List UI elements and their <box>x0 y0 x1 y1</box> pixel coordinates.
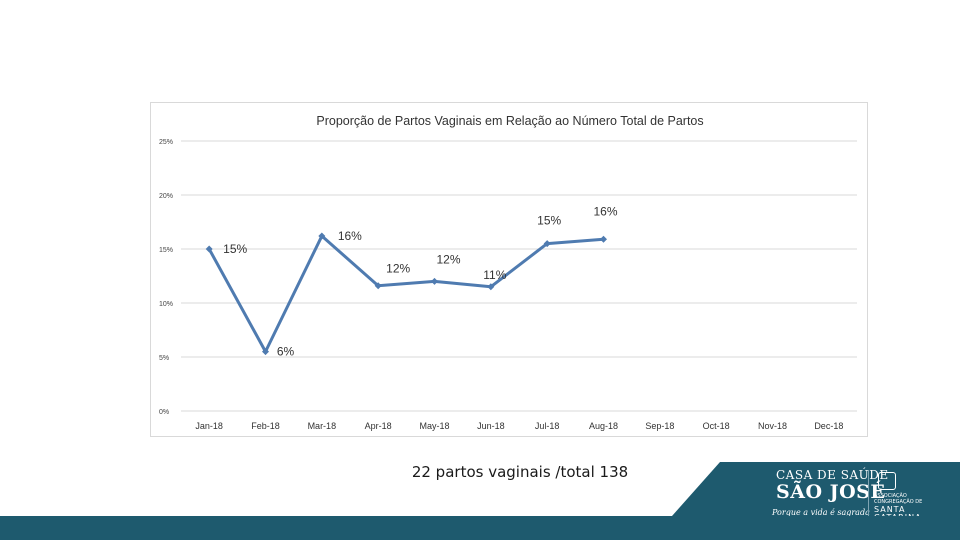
x-tick-label: Apr-18 <box>365 421 392 431</box>
x-tick-label: Nov-18 <box>758 421 787 431</box>
y-tick-label: 5% <box>159 355 169 362</box>
x-tick-label: Aug-18 <box>589 421 618 431</box>
data-label: 6% <box>277 345 295 359</box>
assoc-small-text: ASSOCIAÇÃO CONGREGAÇÃO DE <box>874 493 923 505</box>
data-label: 16% <box>338 229 362 243</box>
data-point <box>543 240 551 248</box>
brand-background <box>672 462 960 522</box>
y-tick-label: 20% <box>159 193 173 200</box>
footer-bar <box>0 516 960 540</box>
data-point <box>487 283 495 291</box>
data-point <box>205 245 213 253</box>
data-point <box>318 232 326 240</box>
footer-brand-area: CASA DE SAÚDE SÃO JOSÉ Porque a vida é s… <box>672 462 960 522</box>
y-tick-label: 0% <box>159 409 169 416</box>
chart-frame: Proporção de Partos Vaginais em Relação … <box>150 102 868 437</box>
data-label: 12% <box>436 252 460 266</box>
data-label: 16% <box>593 204 617 218</box>
x-tick-label: Oct-18 <box>703 421 730 431</box>
x-axis: Jan-18 Feb-18 Mar-18 Apr-18 May-18 Jun-18 Jul-… <box>195 421 843 431</box>
data-point <box>262 348 269 356</box>
chart-caption: 22 partos vaginais /total 138 <box>411 463 629 481</box>
y-axis: 0% 5% 10% 15% 20% 25% <box>159 139 173 416</box>
line-chart: Proporção de Partos Vaginais em Relação … <box>159 114 857 431</box>
series-path <box>207 234 604 354</box>
congregation-emblem-icon <box>878 472 896 490</box>
data-point <box>431 277 438 285</box>
brand-line2: SÃO JOSÉ <box>776 481 886 503</box>
y-tick-label: 10% <box>159 301 173 308</box>
x-tick-label: Jul-18 <box>535 421 560 431</box>
brand-line1: CASA DE SAÚDE <box>776 468 889 482</box>
assoc-name1: SANTA <box>874 505 906 514</box>
x-tick-label: Mar-18 <box>308 421 337 431</box>
x-tick-label: Jan-18 <box>195 421 223 431</box>
data-label: 11% <box>483 268 506 282</box>
brand-tagline: Porque a vida é sagrada <box>772 508 870 517</box>
x-tick-label: Jun-18 <box>477 421 505 431</box>
brand-divider <box>868 470 869 516</box>
chart-title: Proporção de Partos Vaginais em Relação … <box>316 114 703 128</box>
x-tick-label: Dec-18 <box>814 421 843 431</box>
x-tick-label: Sep-18 <box>645 421 674 431</box>
x-tick-label: May-18 <box>419 421 449 431</box>
grid-layer <box>181 140 857 412</box>
data-labels: 15% 6% 16% 12% 12% 11% 15% 16% <box>223 204 618 358</box>
y-tick-label: 15% <box>159 247 173 254</box>
data-point <box>374 282 382 290</box>
data-label: 15% <box>537 214 561 228</box>
data-point <box>600 235 607 243</box>
series-line <box>205 232 607 356</box>
data-label: 15% <box>223 242 247 256</box>
y-tick-label: 25% <box>159 139 173 146</box>
x-tick-label: Feb-18 <box>251 421 280 431</box>
data-label: 12% <box>386 262 410 276</box>
